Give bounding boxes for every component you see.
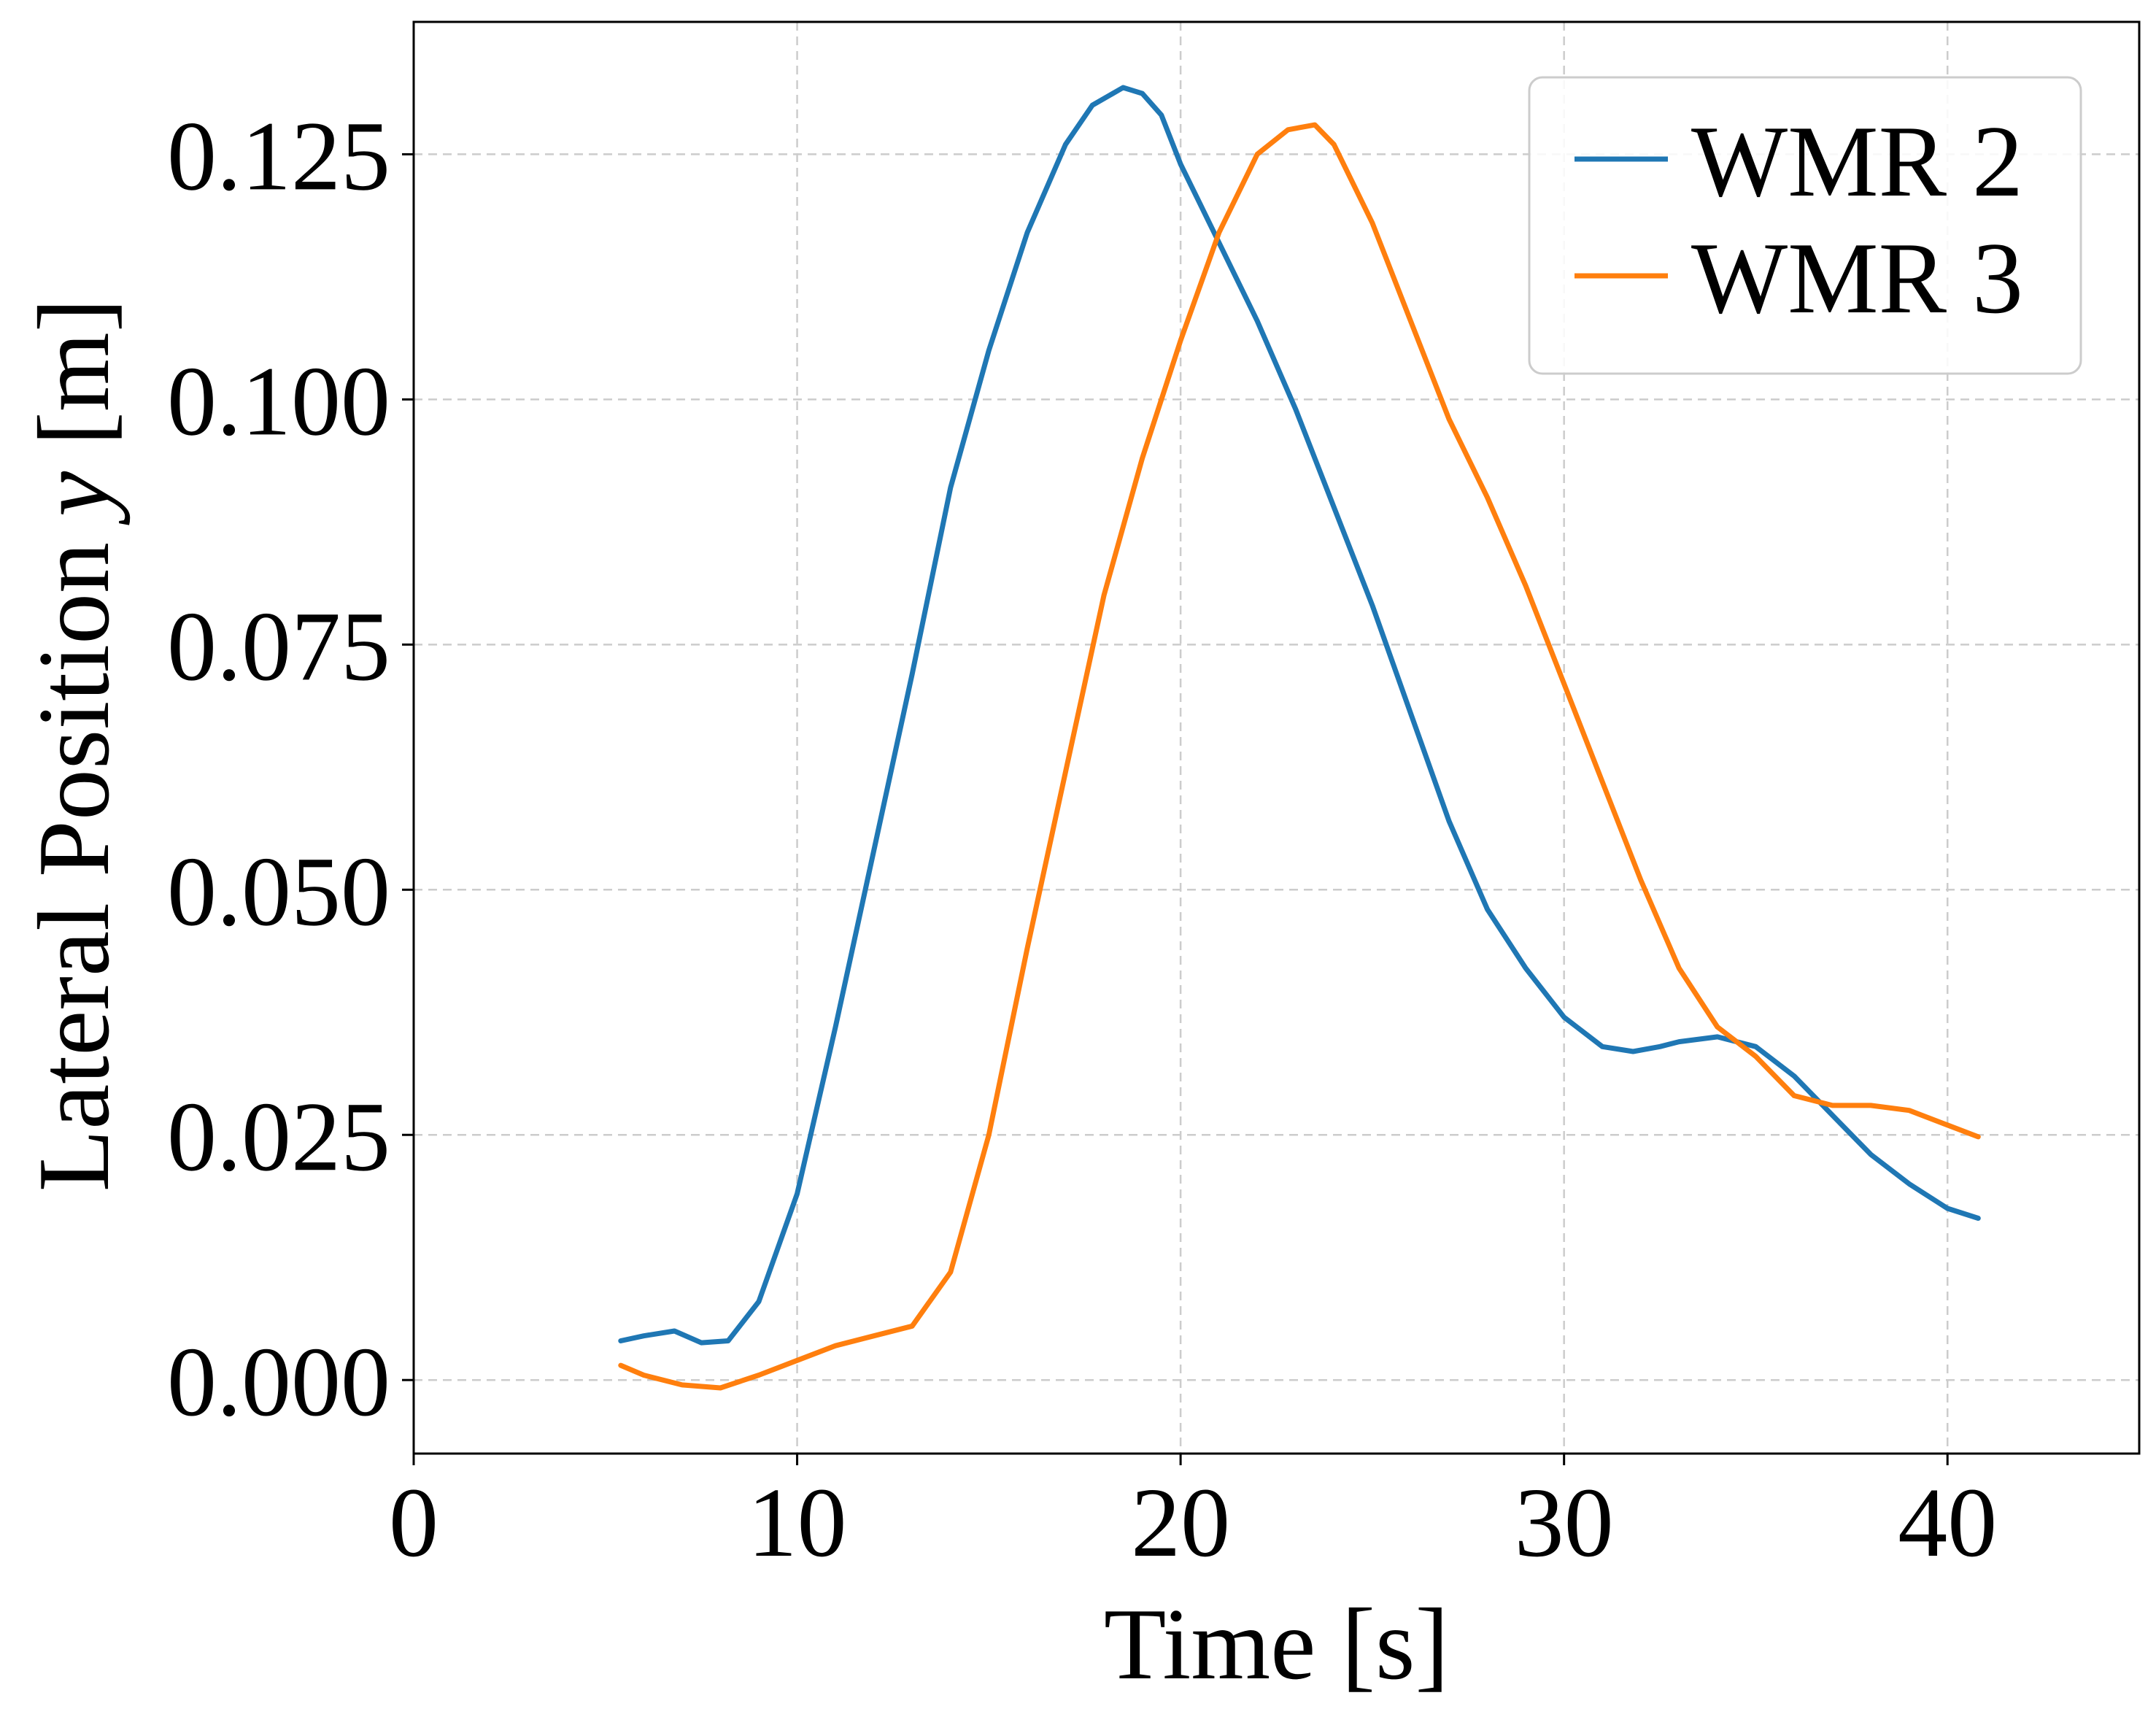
series-layer [618,85,1981,1391]
y-tick-label: 0.000 [167,1327,390,1437]
legend-label-2: WMR 3 [1691,222,2023,335]
x-tick-label: 20 [1131,1468,1230,1578]
x-axis-label: Time [s] [1104,1588,1449,1701]
y-axis-label-variable: y [18,471,131,525]
x-tick-label: 30 [1515,1468,1614,1578]
legend-box [1528,76,2082,375]
y-axis-label: Lateral Position y [m] [18,298,131,1192]
legend-label-1: WMR 2 [1691,105,2023,218]
y-axis-label-unit: [m] [18,298,131,471]
y-tick-label: 0.050 [167,837,390,946]
x-tick-label: 40 [1898,1468,1997,1578]
x-tick-label: 10 [748,1468,847,1578]
y-tick-label: 0.025 [167,1082,390,1192]
y-axis-label-main: Lateral Position [18,517,131,1192]
plot-frame [412,20,2141,1455]
ticks: 0 10 20 30 40 0.000 0.025 0.050 0.075 0.100 0.125 [167,101,1997,1578]
series-line-2 [618,122,1981,1391]
x-tick-label: 0 [389,1468,438,1578]
series-line-1 [618,85,1981,1346]
y-tick-label: 0.100 [167,347,390,456]
y-tick-label: 0.125 [167,101,390,211]
y-tick-label: 0.075 [167,592,390,701]
